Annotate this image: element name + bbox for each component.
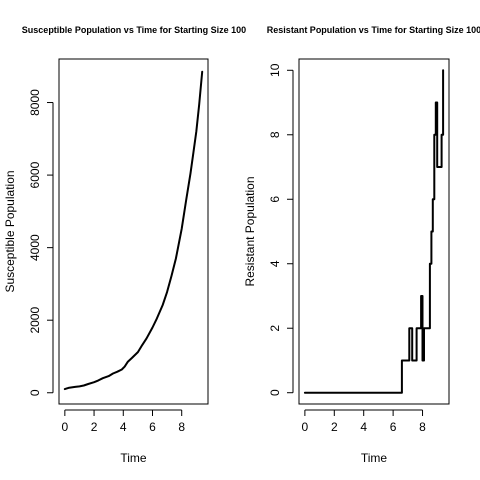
resistant-y-tick-label: 2	[268, 325, 282, 332]
susceptible-plot-frame	[58, 58, 209, 405]
resistant-x-axis-label: Time	[361, 451, 388, 465]
resistant-x-tick-label: 0	[302, 420, 309, 434]
susceptible-chart-title: Susceptible Population vs Time for Start…	[22, 25, 246, 35]
resistant-y-axis-label: Resistant Population	[243, 176, 257, 286]
resistant-y-tick-label: 6	[268, 196, 282, 203]
resistant-x-tick-label: 8	[419, 420, 426, 434]
susceptible-y-tick-label: 2000	[28, 307, 42, 334]
susceptible-x-tick-label: 2	[91, 420, 98, 434]
resistant-series-line	[303, 69, 445, 394]
resistant-chart-title: Resistant Population vs Time for Startin…	[267, 25, 480, 35]
resistant-y-tick-label: 8	[268, 131, 282, 138]
susceptible-x-tick-label: 0	[61, 420, 68, 434]
resistant-x-tick-label: 6	[390, 420, 397, 434]
susceptible-y-tick-label: 0	[28, 389, 42, 396]
susceptible-y-tick-label: 8000	[28, 89, 42, 116]
resistant-y-tick-label: 0	[268, 389, 282, 396]
susceptible-series-line	[63, 70, 204, 391]
resistant-y-tick-label: 4	[268, 260, 282, 267]
susceptible-y-tick-label: 6000	[28, 161, 42, 188]
susceptible-y-axis-label: Susceptible Population	[3, 170, 17, 292]
susceptible-x-axis-label: Time	[120, 451, 147, 465]
resistant-y-tick-label: 10	[268, 63, 282, 77]
resistant-x-tick-label: 4	[360, 420, 367, 434]
resistant-x-tick-label: 2	[331, 420, 338, 434]
susceptible-y-tick-label: 4000	[28, 234, 42, 261]
susceptible-x-tick-label: 8	[178, 420, 185, 434]
resistant-panel: Resistant Population vs Time for Startin…	[243, 25, 480, 465]
resistant-plot-frame	[298, 58, 450, 405]
susceptible-panel: Susceptible Population vs Time for Start…	[3, 25, 246, 465]
susceptible-x-tick-label: 4	[120, 420, 127, 434]
susceptible-x-tick-label: 6	[149, 420, 156, 434]
